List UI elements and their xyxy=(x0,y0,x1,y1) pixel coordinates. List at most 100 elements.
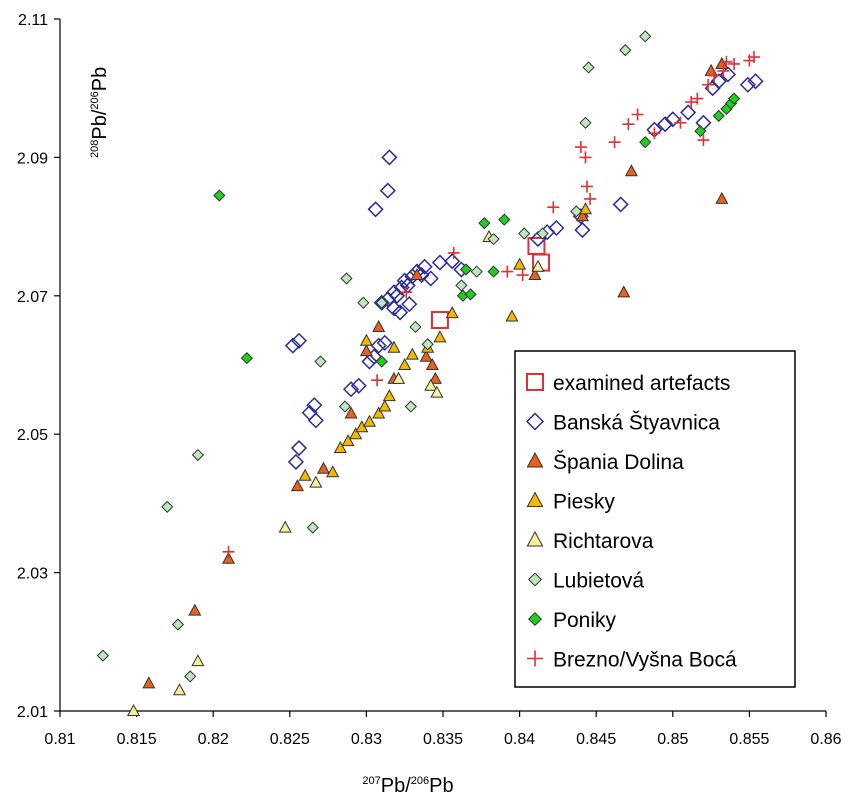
y-tick-label: 2.07 xyxy=(17,289,48,306)
y-tick-label: 2.03 xyxy=(17,566,48,583)
data-point xyxy=(424,378,438,391)
data-point xyxy=(359,333,373,346)
data-point xyxy=(326,465,340,478)
data-point xyxy=(501,265,514,278)
legend-marker xyxy=(526,373,544,391)
data-point xyxy=(536,227,549,240)
data-point xyxy=(430,385,444,398)
data-point xyxy=(648,127,661,140)
data-point xyxy=(410,267,424,281)
data-point xyxy=(487,265,500,278)
data-point xyxy=(361,353,378,370)
data-point xyxy=(715,191,729,204)
data-point xyxy=(373,294,390,311)
legend-label: Banská Štyavnica xyxy=(553,412,720,435)
data-point xyxy=(161,500,174,513)
data-point xyxy=(447,246,460,259)
x-tick-label: 0.855 xyxy=(729,731,769,748)
data-point xyxy=(581,180,594,193)
data-point xyxy=(505,309,519,322)
series-6 xyxy=(96,30,652,683)
data-point xyxy=(612,196,629,213)
series-7 xyxy=(213,92,741,368)
data-point xyxy=(717,64,730,77)
series-8 xyxy=(222,51,760,558)
data-point xyxy=(396,272,413,289)
data-point xyxy=(431,254,448,271)
x-axis-label: 207Pb/206Pb xyxy=(362,775,453,797)
data-point xyxy=(624,164,638,177)
data-point xyxy=(314,355,327,368)
data-point xyxy=(694,124,707,138)
data-point xyxy=(445,306,459,319)
data-point xyxy=(191,448,204,462)
legend-label: Brezno/Vyšna Bocá xyxy=(553,649,737,672)
data-point xyxy=(608,136,621,149)
data-point xyxy=(341,434,355,447)
legend-marker xyxy=(527,650,543,667)
data-points xyxy=(96,30,764,716)
data-point xyxy=(680,104,697,121)
data-point xyxy=(362,414,377,427)
data-point xyxy=(582,61,595,74)
data-point xyxy=(392,304,409,321)
y-tick-label: 2.01 xyxy=(17,704,48,721)
x-tick-label: 0.84 xyxy=(504,731,535,748)
data-point xyxy=(372,319,386,332)
data-point xyxy=(657,116,674,133)
data-point xyxy=(404,400,417,413)
data-point xyxy=(518,227,531,240)
data-point xyxy=(344,406,358,419)
x-tick-label: 0.82 xyxy=(198,731,229,748)
data-point xyxy=(639,136,652,149)
data-point xyxy=(213,189,226,202)
axes: 0.81 0.815 0.82 0.825 0.83 0.835 0.84 0.845 0.85… xyxy=(17,12,842,748)
data-point xyxy=(343,381,360,398)
data-point xyxy=(350,377,367,394)
data-point xyxy=(455,279,468,292)
data-point xyxy=(685,96,698,109)
data-point xyxy=(428,371,442,384)
data-point xyxy=(712,109,725,122)
data-point xyxy=(547,201,560,214)
legend-marker xyxy=(526,491,544,507)
legend-label: Lubietová xyxy=(553,570,644,593)
data-point xyxy=(574,221,591,239)
data-point xyxy=(464,288,477,301)
data-point xyxy=(400,286,413,299)
data-point xyxy=(376,334,393,351)
data-point xyxy=(171,618,185,631)
data-point xyxy=(459,263,473,276)
data-point xyxy=(702,78,715,91)
legend-label: Špania Dolina xyxy=(553,451,684,474)
legend-label: Poniky xyxy=(553,609,617,632)
data-point xyxy=(704,63,718,76)
y-tick-label: 2.11 xyxy=(18,12,48,29)
data-point xyxy=(631,108,644,121)
data-point xyxy=(306,521,319,534)
data-point xyxy=(278,520,292,533)
data-point xyxy=(378,399,392,412)
data-point xyxy=(531,259,545,272)
legend-marker xyxy=(527,572,543,587)
data-point xyxy=(697,134,710,147)
data-point xyxy=(172,683,187,696)
data-point xyxy=(298,468,312,481)
legend-label: Piesky xyxy=(553,491,615,514)
data-point xyxy=(349,427,363,440)
data-point xyxy=(142,676,156,689)
data-point xyxy=(359,344,373,357)
x-tick-label: 0.83 xyxy=(351,731,382,748)
data-point xyxy=(222,545,235,558)
legend-marker xyxy=(527,611,543,627)
data-point xyxy=(622,118,635,131)
data-point xyxy=(392,371,406,384)
data-point xyxy=(370,337,387,354)
data-point xyxy=(739,76,756,93)
data-point xyxy=(691,92,704,105)
data-point xyxy=(338,400,352,413)
data-point xyxy=(405,347,419,360)
data-point xyxy=(357,296,370,309)
data-point xyxy=(747,73,764,90)
